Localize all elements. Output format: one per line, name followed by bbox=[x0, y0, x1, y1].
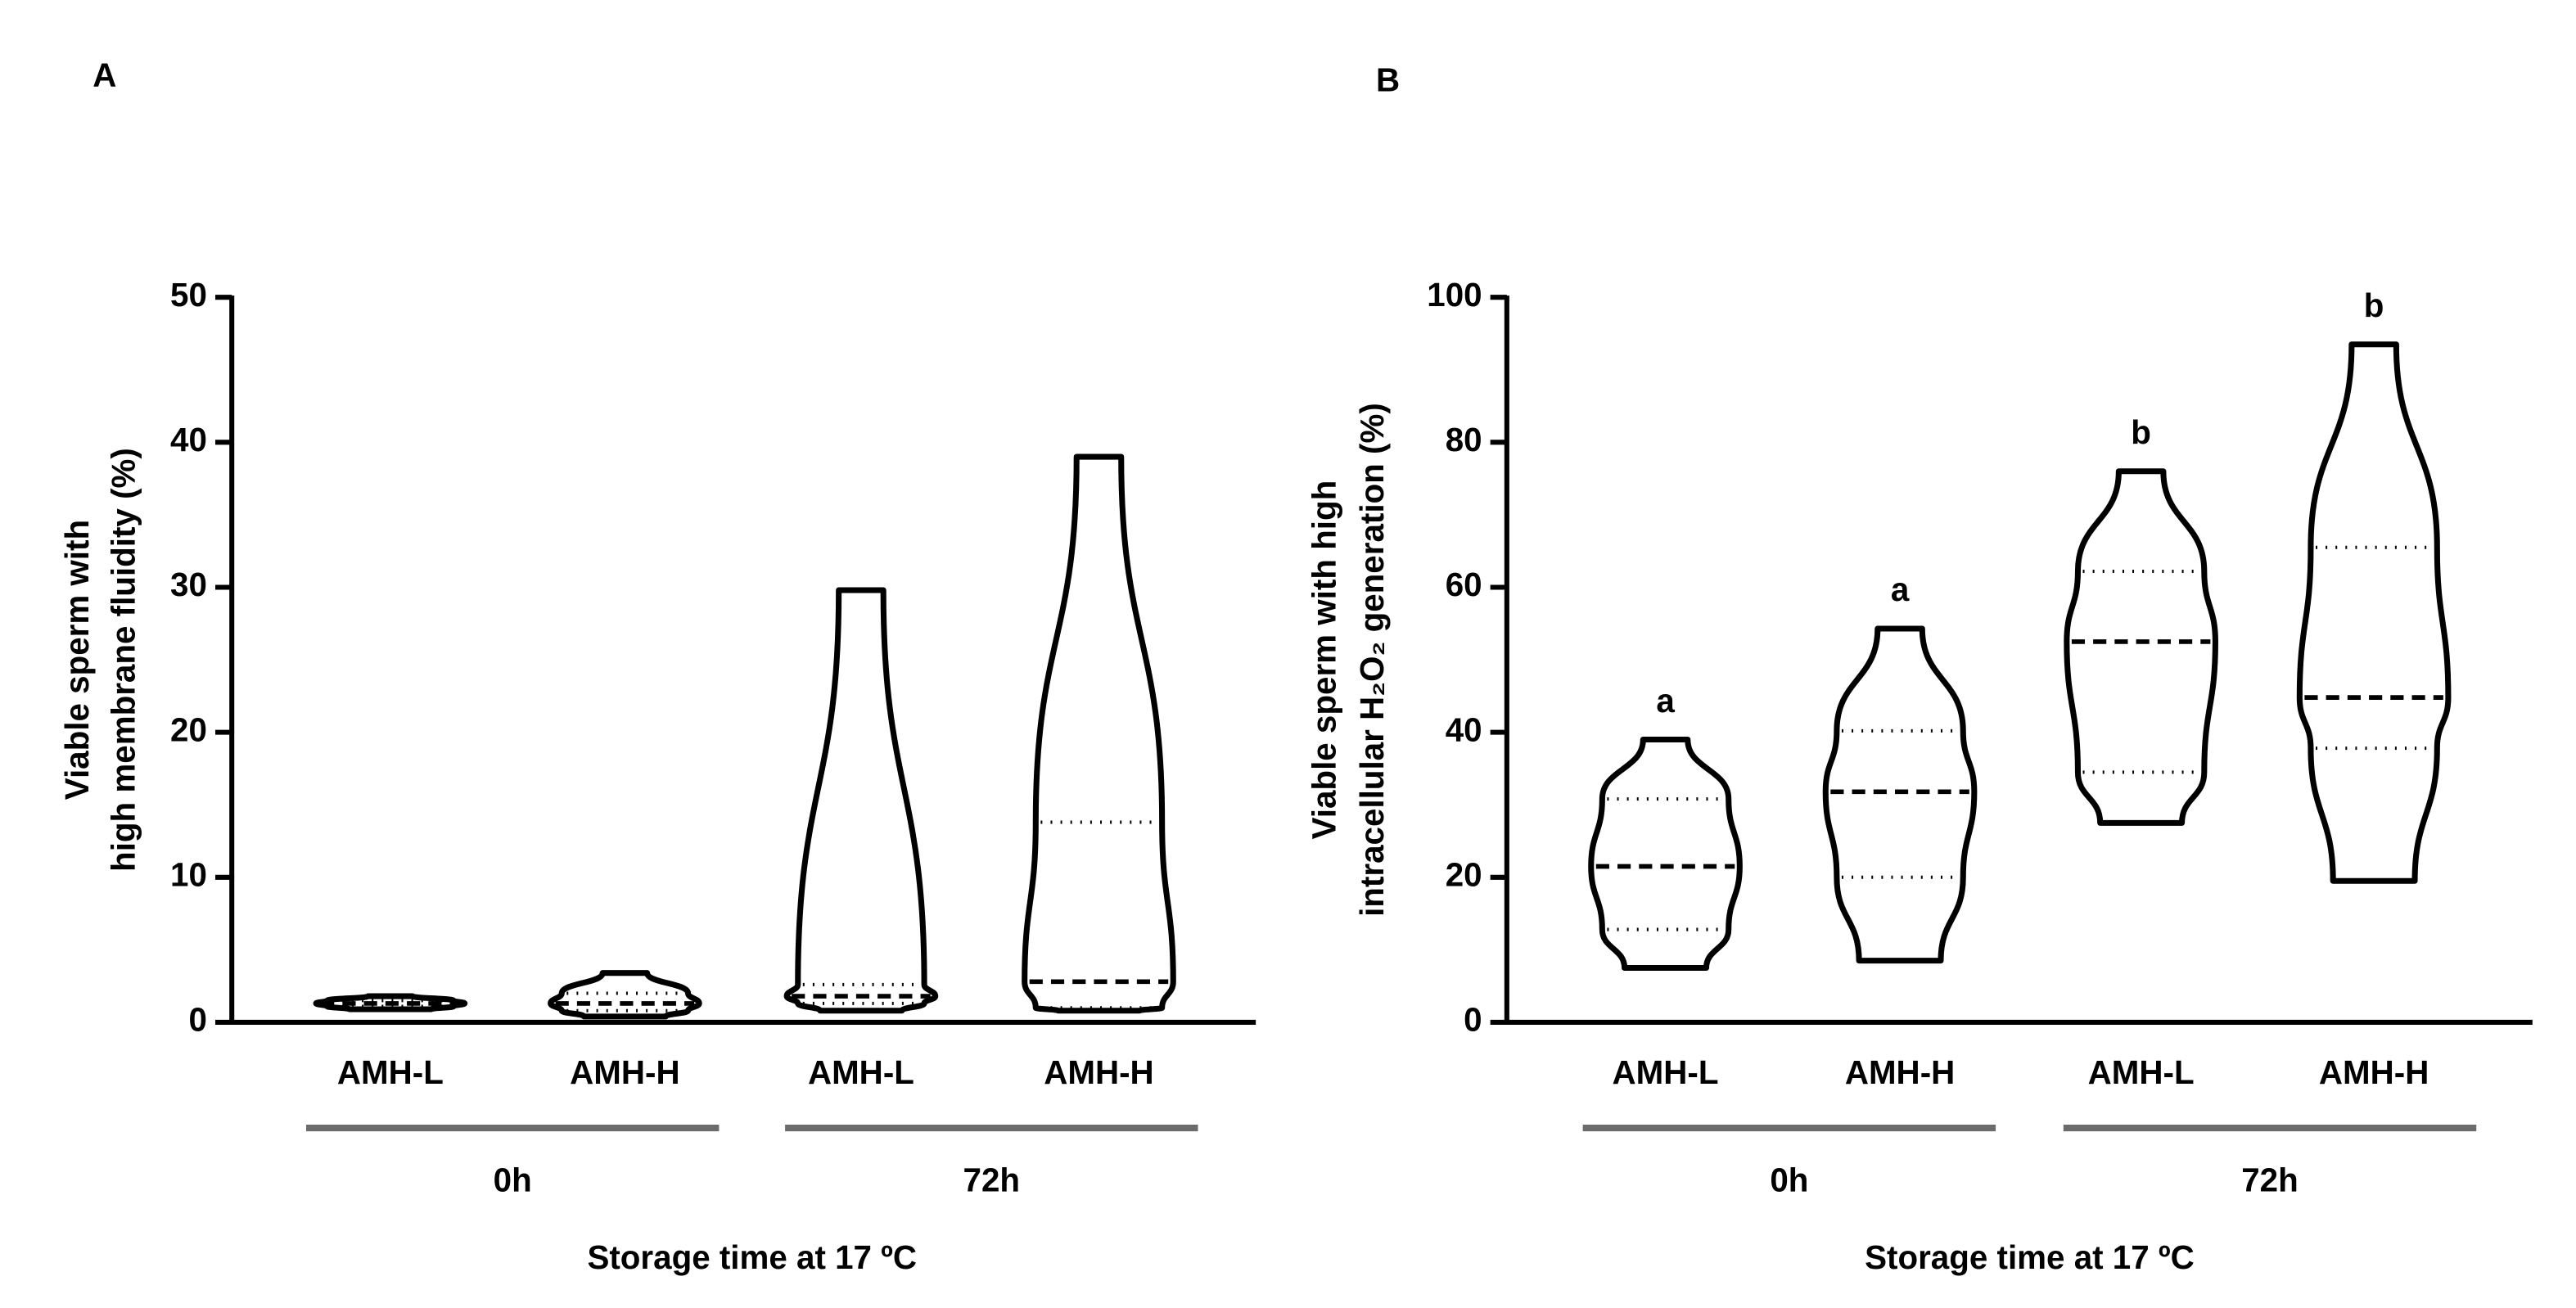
x-axis-label: Storage time at 17 ºC bbox=[1865, 1238, 2195, 1276]
panel-label: A bbox=[92, 56, 116, 93]
y-tick-label: 60 bbox=[1446, 566, 1482, 603]
x-tick-label: AMH-L bbox=[1613, 1053, 1719, 1091]
y-axis-label: Viable sperm with high bbox=[1306, 480, 1343, 840]
y-tick-label: 40 bbox=[1446, 710, 1482, 748]
x-tick-label: AMH-L bbox=[2088, 1053, 2195, 1091]
x-tick-label: AMH-H bbox=[570, 1053, 679, 1091]
significance-letter: b bbox=[2131, 413, 2151, 451]
significance-letter: a bbox=[1656, 682, 1675, 719]
violin bbox=[1588, 736, 1743, 972]
y-tick-label: 80 bbox=[1446, 421, 1482, 458]
x-tick-label: AMH-H bbox=[1845, 1053, 1955, 1091]
y-tick-label: 100 bbox=[1427, 276, 1482, 313]
group-label: 72h bbox=[963, 1161, 1021, 1198]
y-tick-label: 0 bbox=[188, 1001, 206, 1039]
panel-label: B bbox=[1376, 61, 1400, 99]
violin bbox=[548, 970, 702, 1020]
y-tick-label: 20 bbox=[1446, 855, 1482, 893]
y-tick-label: 40 bbox=[170, 421, 207, 458]
violin bbox=[1022, 453, 1176, 1014]
violin bbox=[2296, 341, 2452, 884]
x-tick-label: AMH-H bbox=[2319, 1053, 2429, 1091]
y-axis-label: high membrane fluidity (%) bbox=[105, 448, 142, 872]
y-axis-label: intracellular H₂O₂ generation (%) bbox=[1353, 403, 1391, 917]
group-label: 0h bbox=[494, 1161, 532, 1198]
y-tick-label: 10 bbox=[170, 855, 207, 893]
y-tick-label: 30 bbox=[170, 566, 207, 603]
significance-letter: b bbox=[2364, 286, 2384, 324]
violin bbox=[783, 587, 939, 1014]
group-label: 72h bbox=[2241, 1161, 2299, 1198]
x-tick-label: AMH-H bbox=[1044, 1053, 1153, 1091]
violin bbox=[2064, 468, 2218, 826]
x-axis-label: Storage time at 17 ºC bbox=[587, 1238, 917, 1276]
group-label: 0h bbox=[1770, 1161, 1808, 1198]
violin bbox=[1822, 625, 1978, 964]
significance-letter: a bbox=[1891, 571, 1910, 608]
x-tick-label: AMH-L bbox=[808, 1053, 914, 1091]
y-axis-label: Viable sperm with bbox=[58, 520, 96, 800]
x-tick-label: AMH-L bbox=[337, 1053, 444, 1091]
y-tick-label: 0 bbox=[1464, 1001, 1482, 1039]
y-tick-label: 50 bbox=[170, 276, 207, 313]
y-tick-label: 20 bbox=[170, 710, 207, 748]
